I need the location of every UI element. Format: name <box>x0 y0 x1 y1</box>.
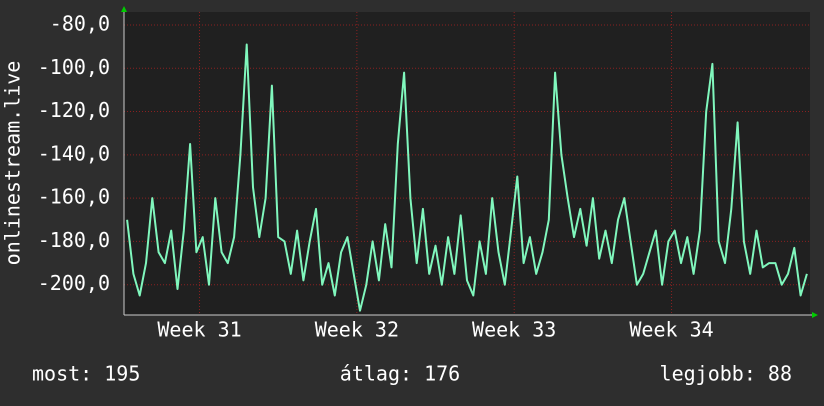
stat-best: legjobb: 88 <box>660 362 792 386</box>
y-axis-arrow <box>121 6 127 12</box>
y-axis-label: onlinestream.live <box>1 61 25 266</box>
y-tick-label: -120,0 <box>38 98 110 122</box>
stat-current: most: 195 <box>32 362 140 386</box>
stat-average: átlag: 176 <box>340 362 460 386</box>
y-tick-label: -140,0 <box>38 141 110 165</box>
y-tick-label: -180,0 <box>38 228 110 252</box>
x-tick-label: Week 33 <box>472 318 556 342</box>
y-tick-label: -200,0 <box>38 271 110 295</box>
y-tick-label: -160,0 <box>38 185 110 209</box>
x-tick-label: Week 34 <box>629 318 713 342</box>
x-tick-label: Week 32 <box>315 318 399 342</box>
x-tick-label: Week 31 <box>157 318 241 342</box>
data-line <box>126 43 808 312</box>
x-axis-arrow <box>812 312 818 318</box>
plot-area <box>124 12 810 315</box>
y-tick-label: -100,0 <box>38 55 110 79</box>
y-tick-label: -80,0 <box>50 11 110 35</box>
